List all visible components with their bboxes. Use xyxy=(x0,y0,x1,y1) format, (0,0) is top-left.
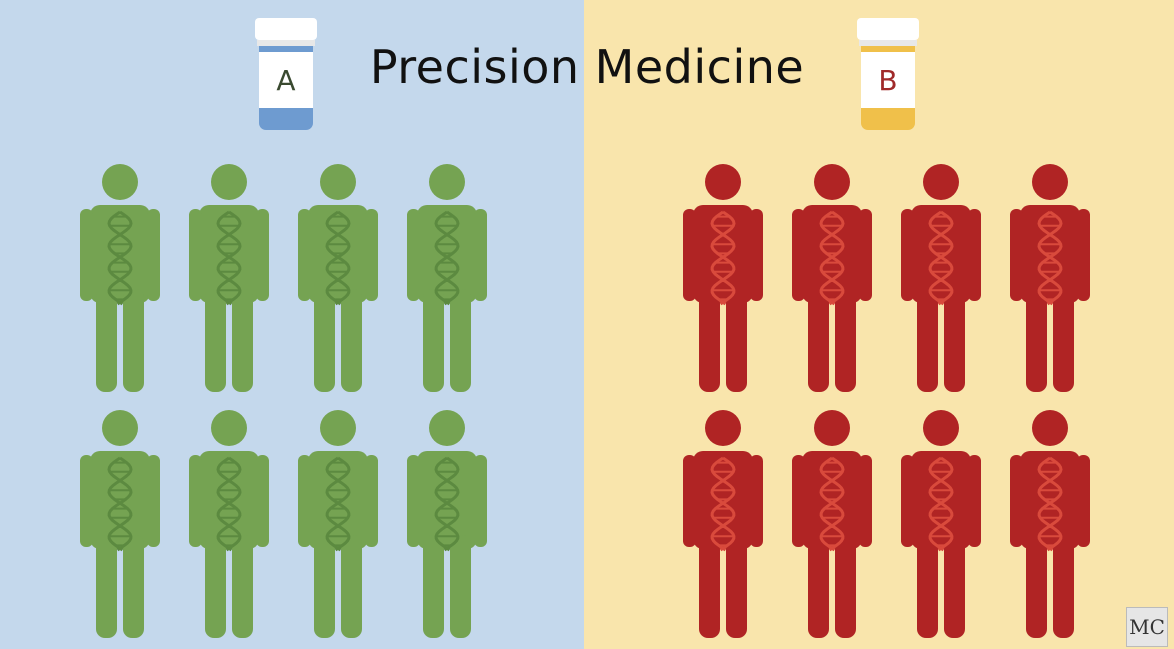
person-dna-icon xyxy=(901,410,981,642)
person-dna-icon xyxy=(298,164,378,396)
person-dna-icon xyxy=(298,410,378,642)
pill-bottle-a-icon: A xyxy=(255,18,317,130)
bottle-label-a: A xyxy=(259,52,313,108)
mc-logo: MC xyxy=(1126,607,1168,647)
person-dna-icon xyxy=(80,164,160,396)
person-dna-icon xyxy=(407,164,487,396)
person-dna-icon xyxy=(189,410,269,642)
person-dna-icon xyxy=(683,410,763,642)
person-dna-icon xyxy=(683,164,763,396)
person-dna-icon xyxy=(792,164,872,396)
person-dna-icon xyxy=(407,410,487,642)
person-dna-icon xyxy=(189,164,269,396)
person-dna-icon xyxy=(1010,410,1090,642)
person-dna-icon xyxy=(901,164,981,396)
bottle-label-b: B xyxy=(861,52,915,108)
page-title: Precision Medicine xyxy=(369,40,805,94)
person-dna-icon xyxy=(80,410,160,642)
pill-bottle-b-icon: B xyxy=(857,18,919,130)
person-dna-icon xyxy=(792,410,872,642)
person-dna-icon xyxy=(1010,164,1090,396)
